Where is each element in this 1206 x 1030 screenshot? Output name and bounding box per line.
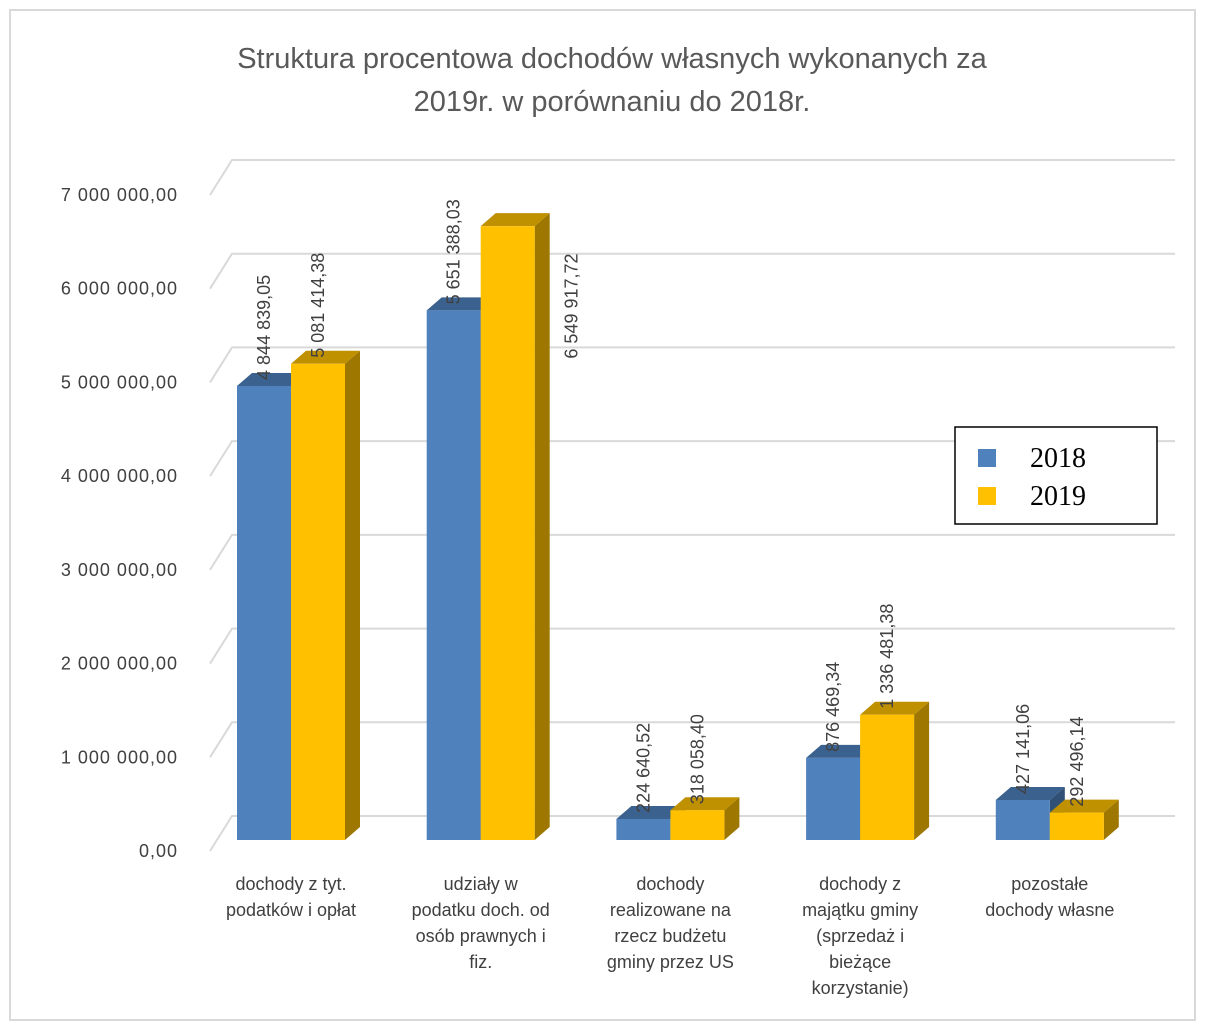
value-label: 1 336 481,38: [877, 604, 897, 709]
value-label: 6 549 917,72: [562, 253, 582, 358]
bar-front: [480, 226, 535, 840]
y-tick-label: 1 000 000,00: [61, 747, 178, 767]
bar-front: [860, 714, 915, 840]
y-tick-label: 6 000 000,00: [61, 279, 178, 299]
legend-box: [954, 426, 1158, 525]
text-line: udziały w: [444, 874, 519, 894]
text-line: dochody z tyt.: [235, 874, 346, 894]
x-tick-label: dochody realizowane na rzecz budżetu gminy …: [607, 874, 734, 972]
legend: 2018 2019: [954, 426, 1158, 525]
grid-line: [209, 533, 1175, 571]
legend-label: 2019: [1030, 481, 1086, 512]
bar-top: [237, 372, 306, 386]
grid-line: [209, 159, 1175, 196]
bar-top: [291, 350, 360, 364]
bar-front: [1049, 812, 1104, 840]
text-line: podatków i opłat: [226, 900, 356, 920]
legend-swatch: [978, 449, 996, 467]
value-label: 292 496,14: [1067, 716, 1087, 806]
text-line: pozostałe: [1011, 874, 1088, 894]
text-line: podatku doch. od: [412, 900, 550, 920]
y-tick-label: 3 000 000,00: [61, 560, 178, 580]
bar-top: [995, 786, 1065, 800]
x-tick-label: dochody z majątku gminy (sprzedaż i bieżące…: [802, 874, 918, 998]
bar-front: [670, 810, 725, 840]
bar: [860, 701, 930, 840]
grid-line: [209, 346, 1175, 383]
text-line: fiz.: [469, 952, 492, 972]
bar-top: [806, 744, 876, 758]
text-line: dochody własne: [985, 900, 1114, 920]
x-tick-label: dochody z tyt. podatków i opłat: [226, 874, 356, 920]
bar-front: [806, 757, 861, 840]
text-line: bieżące: [829, 952, 891, 972]
bar-front: [995, 799, 1050, 840]
grid-line: [209, 627, 1175, 665]
grid-line: [209, 252, 1175, 290]
legend-swatch: [978, 487, 996, 505]
bar-top: [1049, 799, 1119, 813]
bar: [670, 797, 740, 840]
text-line: gminy przez US: [607, 952, 734, 972]
value-label: 427 141,06: [1013, 704, 1033, 794]
bar: [480, 213, 550, 840]
bar-top: [426, 297, 496, 311]
text-line: dochody z: [819, 874, 901, 894]
value-label: 876 469,34: [823, 662, 843, 752]
bar-front: [237, 385, 291, 840]
bar-side: [1103, 799, 1119, 840]
text-line: realizowane na: [610, 900, 732, 920]
text-line: dochody: [636, 874, 704, 894]
bar-front: [426, 310, 481, 840]
value-label: 5 651 388,03: [444, 199, 464, 304]
value-label: 318 058,40: [687, 714, 707, 804]
text-line: (sprzedaż i: [816, 926, 904, 946]
value-label: 4 844 839,05: [254, 275, 274, 380]
bar-front: [291, 363, 345, 840]
bar-side: [724, 797, 740, 840]
y-tick-label: 0,00: [139, 841, 178, 861]
bar-front: [616, 818, 671, 840]
text-line: rzecz budżetu: [614, 926, 726, 946]
bar-side: [914, 701, 930, 840]
bar-side: [534, 213, 550, 840]
y-tick-label: 4 000 000,00: [61, 466, 178, 486]
bar-top: [670, 797, 740, 811]
value-label: 224 640,52: [633, 723, 653, 813]
legend-label: 2018: [1030, 443, 1086, 474]
bar: [1049, 799, 1119, 840]
x-tick-label: udziały w podatku doch. od osób prawnych i…: [412, 874, 550, 972]
text-line: osób prawnych i: [416, 926, 546, 946]
grid-line: [209, 440, 1175, 477]
x-tick-label: pozostałe dochody własne: [985, 874, 1114, 920]
chart-title: Struktura procentowa dochodów własnych w…: [237, 43, 987, 118]
y-tick-label: 5 000 000,00: [61, 372, 178, 392]
bar-top: [616, 805, 686, 819]
y-tick-label: 7 000 000,00: [61, 185, 178, 205]
bar-side: [345, 350, 360, 840]
bar-top: [480, 213, 550, 227]
y-tick-label: 2 000 000,00: [61, 654, 178, 674]
text-line: 2019r. w porównaniu do 2018r.: [414, 86, 811, 118]
text-line: majątku gminy: [802, 900, 918, 920]
bar-top: [860, 701, 930, 715]
text-line: korzystanie): [812, 978, 909, 998]
bar: [291, 350, 360, 840]
value-label: 5 081 414,38: [308, 253, 328, 358]
text-line: Struktura procentowa dochodów własnych w…: [237, 43, 987, 75]
